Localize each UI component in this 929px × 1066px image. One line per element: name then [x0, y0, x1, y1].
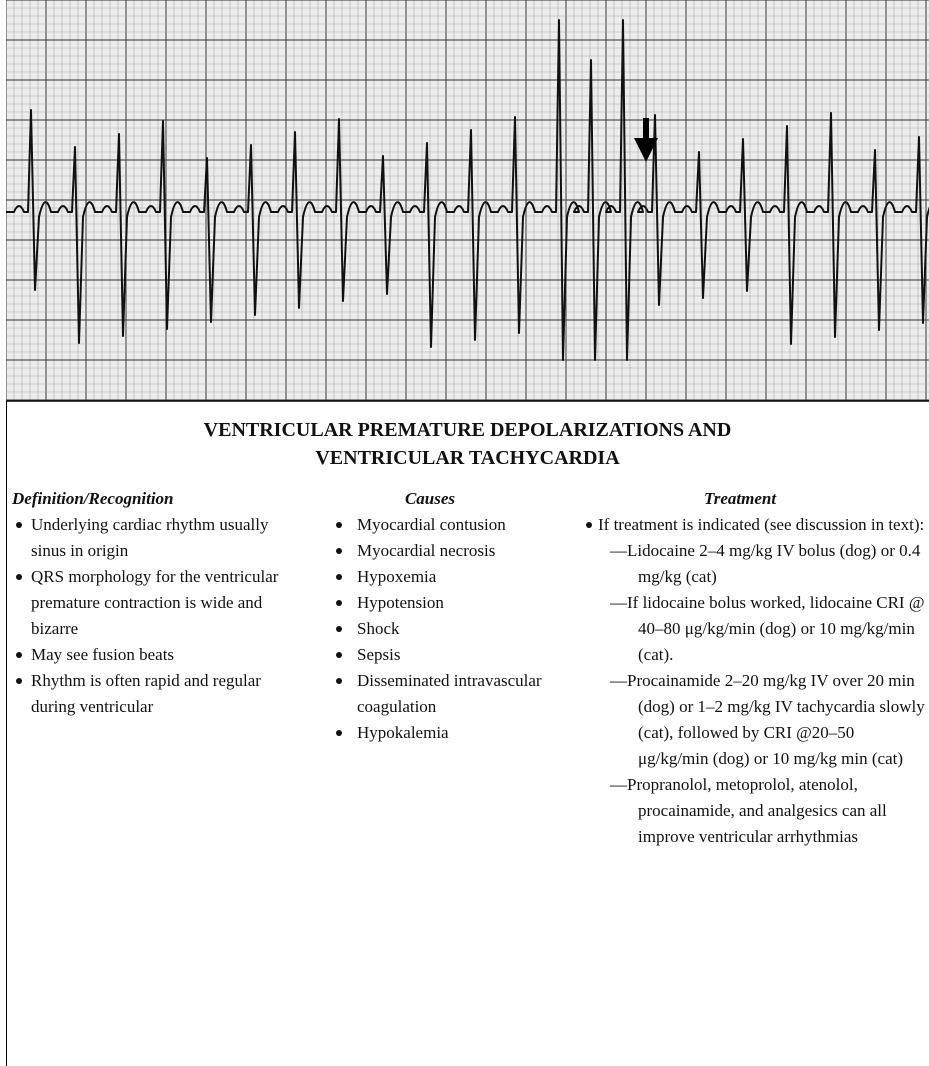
title: VENTRICULAR PREMATURE DEPOLARIZATIONS AN…: [6, 416, 929, 472]
list-item: Hypoxemia: [330, 564, 565, 590]
item-list: If treatment is indicated (see discussio…: [585, 512, 925, 850]
list-item: Myocardial contusion: [330, 512, 565, 538]
bullet: [336, 574, 342, 580]
bullet: [336, 600, 342, 606]
column-heading: Definition/Recognition: [12, 486, 302, 512]
sub-item: —Lidocaine 2–4 mg/kg IV bolus (dog) or 0…: [610, 538, 925, 590]
item-text: QRS morphology for the ventricular prema…: [31, 567, 278, 638]
bullet: [16, 574, 22, 580]
bullet: [336, 548, 342, 554]
column: Causes Myocardial contusion Myocardial nec…: [330, 486, 565, 746]
item-text: Hypoxemia: [357, 567, 436, 586]
bullet: [336, 522, 342, 528]
list-item: Shock: [330, 616, 565, 642]
item-text: Shock: [357, 619, 400, 638]
column-heading: Treatment: [585, 486, 895, 512]
bullet: [336, 730, 342, 736]
list-item: Hypokalemia: [330, 720, 565, 746]
page: VENTRICULAR PREMATURE DEPOLARIZATIONS AN…: [0, 0, 929, 1066]
list-item: May see fusion beats: [12, 642, 302, 668]
column-heading: Causes: [330, 486, 530, 512]
bullet: [586, 522, 592, 528]
ecg-strip: [6, 0, 929, 402]
list-item: QRS morphology for the ventricular prema…: [12, 564, 302, 642]
column: Definition/Recognition Underlying cardiac…: [12, 486, 302, 720]
bullet: [336, 678, 342, 684]
item-text: Hypokalemia: [357, 723, 449, 742]
item-text: Rhythm is often rapid and regular during…: [31, 671, 261, 716]
bullet: [16, 522, 22, 528]
list-item: Underlying cardiac rhythm usually sinus …: [12, 512, 302, 564]
bullet: [336, 626, 342, 632]
sub-item: —Propranolol, metoprolol, atenolol, proc…: [610, 772, 925, 850]
item-text: Disseminated intravascular coagulation: [357, 671, 542, 716]
bullet: [16, 652, 22, 658]
list-item: Rhythm is often rapid and regular during…: [12, 668, 302, 720]
bullet: [336, 652, 342, 658]
list-item: Hypotension: [330, 590, 565, 616]
title-line: VENTRICULAR PREMATURE DEPOLARIZATIONS AN…: [6, 416, 929, 444]
sub-item: —Procainamide 2–20 mg/kg IV over 20 min …: [610, 668, 925, 772]
item-text: Sepsis: [357, 645, 400, 664]
list-item: If treatment is indicated (see discussio…: [585, 512, 925, 850]
item-text: Hypotension: [357, 593, 444, 612]
bullet: [16, 678, 22, 684]
item-list: Underlying cardiac rhythm usually sinus …: [12, 512, 302, 720]
sub-list: —Lidocaine 2–4 mg/kg IV bolus (dog) or 0…: [610, 538, 925, 850]
list-item: Myocardial necrosis: [330, 538, 565, 564]
item-text: Underlying cardiac rhythm usually sinus …: [31, 515, 268, 560]
list-item: Sepsis: [330, 642, 565, 668]
list-item: Disseminated intravascular coagulation: [330, 668, 565, 720]
item-text: Myocardial contusion: [357, 515, 506, 534]
item-list: Myocardial contusion Myocardial necrosis H…: [330, 512, 565, 746]
title-line: VENTRICULAR TACHYCARDIA: [6, 444, 929, 472]
item-text: Myocardial necrosis: [357, 541, 495, 560]
sub-item: —If lidocaine bolus worked, lidocaine CR…: [610, 590, 925, 668]
item-text: May see fusion beats: [31, 645, 174, 664]
column: Treatment If treatment is indicated (see …: [585, 486, 925, 850]
item-text: If treatment is indicated (see discussio…: [598, 515, 924, 534]
